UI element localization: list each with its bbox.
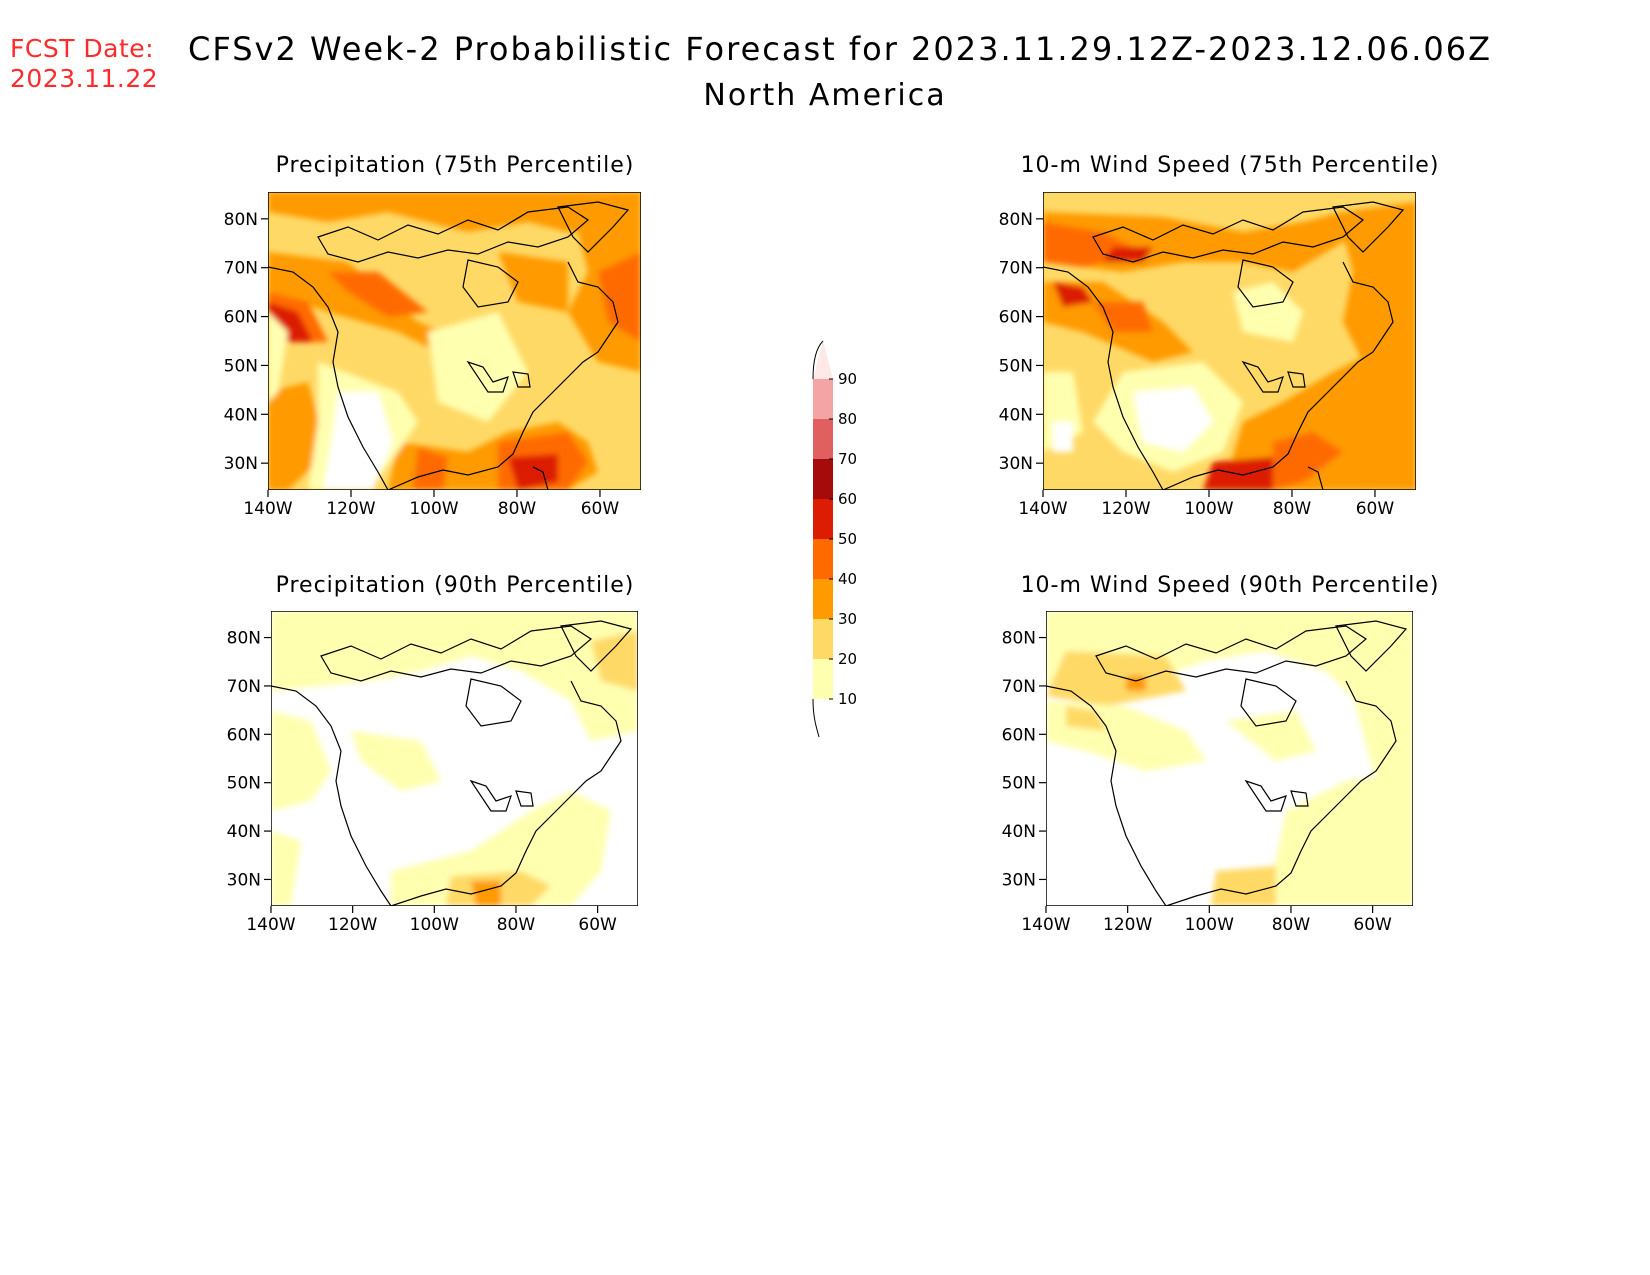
lat-tick-label: 50N	[999, 356, 1033, 376]
lon-tick-label: 140W	[1021, 915, 1070, 935]
lon-tick-label: 80W	[497, 915, 536, 935]
lat-tick-label: 30N	[224, 454, 258, 474]
lat-tick-label: 80N	[227, 629, 261, 649]
lon-tick-label: 60W	[1356, 499, 1395, 519]
longitude-axis: 140W 120W 100W 80W 60W	[1018, 490, 1394, 519]
colorbar-label: 70	[838, 450, 857, 468]
longitude-axis: 140W 120W 100W 80W 60W	[1021, 906, 1392, 935]
map-area	[271, 611, 638, 906]
colorbar-label: 80	[838, 410, 857, 428]
colorbar-label: 90	[838, 370, 857, 388]
lon-tick-label: 100W	[1185, 915, 1234, 935]
lat-tick-label: 70N	[227, 677, 261, 697]
latitude-axis: 80N 70N 60N 50N 40N 30N	[227, 629, 271, 890]
colorbar-label: 10	[838, 690, 857, 708]
lat-tick-label: 40N	[227, 822, 261, 842]
page-title: CFSv2 Week-2 Probabilistic Forecast for …	[188, 30, 1493, 68]
region-subtitle: North America	[703, 78, 947, 113]
lat-tick-label: 50N	[1002, 774, 1036, 794]
map-area	[1043, 192, 1416, 490]
lat-tick-label: 50N	[227, 774, 261, 794]
lon-tick-label: 80W	[498, 499, 537, 519]
lon-tick-label: 60W	[581, 499, 620, 519]
colorbar-bottom-cap	[812, 698, 820, 738]
lon-tick-label: 140W	[246, 915, 295, 935]
lon-tick-label: 60W	[1353, 915, 1392, 935]
latitude-axis: 80N 70N 60N 50N 40N 30N	[224, 210, 268, 474]
colorbar-label: 40	[838, 570, 857, 588]
lat-tick-label: 40N	[999, 405, 1033, 425]
colorbar-swatch	[813, 499, 833, 539]
coastline-outline	[1046, 620, 1408, 906]
lat-tick-label: 70N	[1002, 677, 1036, 697]
lat-tick-label: 60N	[1002, 725, 1036, 745]
colorbar-swatch	[813, 459, 833, 499]
panel-wind-75: 10-m Wind Speed (75th Percentile)	[999, 153, 1440, 519]
lon-tick-label: 80W	[1273, 499, 1312, 519]
colorbar-cap-edge	[812, 340, 824, 380]
lon-tick-label: 100W	[1184, 499, 1233, 519]
colorbar-swatch	[813, 579, 833, 619]
colorbar-swatch	[813, 419, 833, 459]
forecast-date-value: 2023.11.22	[10, 64, 159, 93]
lon-tick-label: 100W	[409, 499, 458, 519]
lat-tick-label: 40N	[1002, 822, 1036, 842]
lat-tick-label: 30N	[227, 870, 261, 890]
lat-tick-label: 60N	[999, 308, 1033, 328]
lon-tick-label: 120W	[326, 499, 375, 519]
forecast-date-block: FCST Date: 2023.11.22	[10, 34, 158, 94]
lon-tick-label: 120W	[1103, 915, 1152, 935]
lon-tick-label: 120W	[1101, 499, 1150, 519]
longitude-axis: 140W 120W 100W 80W 60W	[243, 490, 619, 519]
lon-tick-label: 140W	[1018, 499, 1067, 519]
lat-tick-label: 70N	[999, 259, 1033, 279]
colorbar-top-cap	[813, 341, 833, 379]
colorbar-swatch	[813, 619, 833, 659]
panel-title: 10-m Wind Speed (75th Percentile)	[1021, 153, 1440, 178]
lat-tick-label: 60N	[227, 725, 261, 745]
panel-wind-90: 10-m Wind Speed (90th Percentile)	[1002, 573, 1440, 935]
lon-tick-label: 80W	[1272, 915, 1311, 935]
lon-tick-label: 120W	[328, 915, 377, 935]
lat-tick-label: 80N	[999, 210, 1033, 230]
lat-tick-label: 60N	[224, 308, 258, 328]
coastline-outline	[268, 201, 630, 490]
latitude-axis: 80N 70N 60N 50N 40N 30N	[1002, 629, 1046, 890]
colorbar-swatch	[813, 539, 833, 579]
lon-tick-label: 140W	[243, 499, 292, 519]
colorbar-legend: 90 80 70 60 50 40 30 20 10	[812, 340, 857, 738]
panel-title: Precipitation (75th Percentile)	[276, 153, 635, 178]
forecast-date-label: FCST Date:	[10, 34, 155, 63]
panel-title: Precipitation (90th Percentile)	[276, 573, 635, 598]
panel-title: 10-m Wind Speed (90th Percentile)	[1021, 573, 1440, 598]
colorbar-label: 30	[838, 610, 857, 628]
lat-tick-label: 40N	[224, 405, 258, 425]
lon-tick-label: 60W	[578, 915, 617, 935]
lat-tick-label: 70N	[224, 259, 258, 279]
colorbar-label: 50	[838, 530, 857, 548]
colorbar-label: 60	[838, 490, 857, 508]
lat-tick-label: 80N	[1002, 629, 1036, 649]
lon-tick-label: 100W	[410, 915, 459, 935]
map-area	[268, 192, 641, 490]
lat-tick-label: 30N	[1002, 870, 1036, 890]
coastline-outline	[271, 620, 633, 906]
colorbar-swatch	[813, 379, 833, 419]
panel-precip-75: Precipitation (75th Percentile)	[224, 153, 641, 519]
map-area	[1046, 611, 1413, 906]
latitude-axis: 80N 70N 60N 50N 40N 30N	[999, 210, 1043, 474]
lat-tick-label: 50N	[224, 356, 258, 376]
colorbar-swatch	[813, 659, 833, 699]
longitude-axis: 140W 120W 100W 80W 60W	[246, 906, 617, 935]
lat-tick-label: 30N	[999, 454, 1033, 474]
lat-tick-label: 80N	[224, 210, 258, 230]
coastline-outline	[1043, 201, 1405, 490]
colorbar-label: 20	[838, 650, 857, 668]
panel-precip-90: Precipitation (90th Percentile)	[227, 573, 638, 935]
